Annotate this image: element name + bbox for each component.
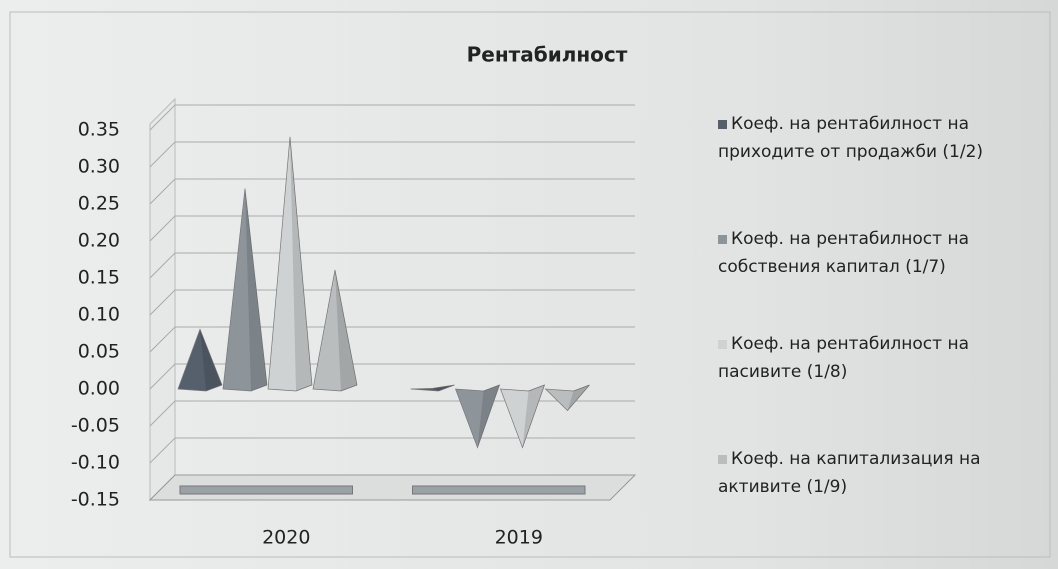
legend-label: Коеф. на капитализация на активите (1/9) bbox=[718, 449, 981, 497]
legend-swatch bbox=[718, 119, 727, 129]
legend-swatch bbox=[718, 234, 727, 244]
legend-label: Коеф. на рентабилност на пасивите (1/8) bbox=[718, 334, 969, 382]
pyramid-face bbox=[477, 385, 500, 448]
y-tick-label: 0.30 bbox=[78, 156, 120, 178]
pyramid bbox=[454, 384, 501, 449]
legend-swatch bbox=[718, 454, 727, 464]
y-tick-label: 0.05 bbox=[78, 341, 120, 363]
back-wall bbox=[149, 97, 176, 502]
pyramid bbox=[410, 384, 455, 392]
legend-item: Коеф. на рентабилност на пасивите (1/8) bbox=[718, 330, 1048, 386]
pyramid bbox=[499, 384, 546, 449]
chart-title: Рентабилност bbox=[467, 43, 628, 67]
pyramid-face bbox=[200, 329, 222, 391]
pyramid bbox=[177, 328, 223, 392]
pyramid-face bbox=[522, 385, 545, 448]
pyramid bbox=[312, 269, 358, 392]
y-tick-label: 0.00 bbox=[78, 378, 120, 400]
y-tick-label: 0.10 bbox=[78, 304, 120, 326]
y-tick-label: -0.10 bbox=[71, 452, 120, 474]
floor-bar bbox=[179, 485, 353, 495]
y-tick-label: -0.15 bbox=[71, 489, 120, 511]
legend-item: Коеф. на рентабилност на приходите от пр… bbox=[718, 110, 1048, 166]
grid-line bbox=[149, 437, 635, 464]
y-tick-label: 0.25 bbox=[78, 193, 120, 215]
pyramid bbox=[544, 384, 590, 412]
pyramid bbox=[267, 136, 313, 392]
y-tick-label: 0.20 bbox=[78, 230, 120, 252]
legend-swatch bbox=[718, 339, 727, 349]
y-tick-label: 0.35 bbox=[78, 119, 120, 141]
legend-item: Коеф. на рентабилност на собствения капи… bbox=[718, 225, 1048, 281]
grid-line bbox=[149, 178, 635, 205]
pyramid-face bbox=[432, 385, 455, 391]
pyramid bbox=[222, 188, 268, 392]
y-tick-label: -0.05 bbox=[71, 415, 120, 437]
pyramid-face bbox=[567, 385, 590, 411]
x-tick-label: 2019 bbox=[495, 527, 543, 549]
pyramid-face bbox=[335, 270, 357, 391]
grid-line bbox=[149, 141, 635, 168]
frame bbox=[9, 11, 1051, 558]
grid-line bbox=[149, 215, 635, 242]
legend-label: Коеф. на рентабилност на собствения капи… bbox=[718, 229, 969, 277]
grid-line bbox=[149, 363, 635, 390]
grid-line bbox=[149, 289, 635, 316]
grid-line bbox=[149, 326, 635, 353]
pyramid-face bbox=[245, 188, 267, 391]
grid-line bbox=[149, 252, 635, 279]
x-tick-label: 2020 bbox=[262, 527, 310, 549]
floor-bar bbox=[412, 485, 586, 495]
legend-label: Коеф. на рентабилност на приходите от пр… bbox=[718, 114, 984, 162]
y-tick-label: 0.15 bbox=[78, 267, 120, 289]
legend-item: Коеф. на капитализация на активите (1/9) bbox=[718, 445, 1048, 501]
pyramid-face bbox=[290, 136, 312, 391]
grid-line bbox=[149, 104, 635, 131]
